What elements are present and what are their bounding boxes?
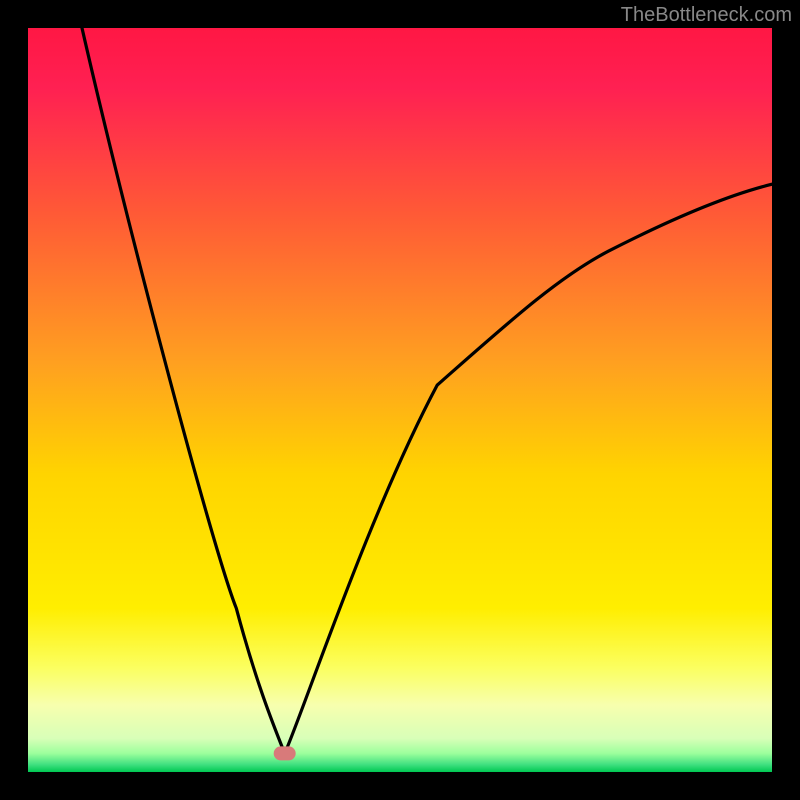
bottleneck-chart bbox=[0, 0, 800, 800]
optimal-marker bbox=[274, 746, 296, 760]
plot-background bbox=[28, 28, 772, 772]
watermark-text: TheBottleneck.com bbox=[621, 4, 792, 27]
chart-container: TheBottleneck.com bbox=[0, 0, 800, 800]
